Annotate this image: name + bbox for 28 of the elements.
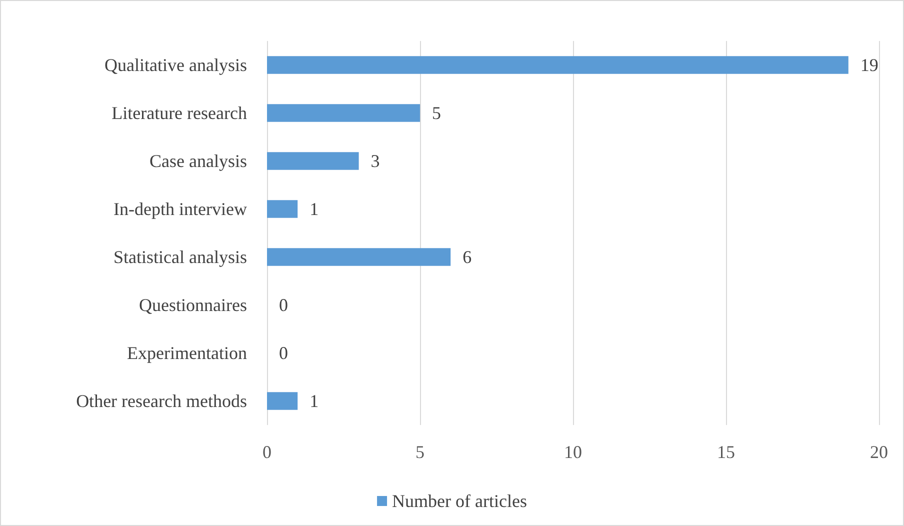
data-label: 3: [370, 151, 380, 171]
data-label: 19: [860, 55, 878, 75]
bar: [267, 200, 298, 218]
x-tick-label: 0: [262, 442, 272, 462]
bar: [267, 56, 848, 74]
data-label: 6: [462, 247, 472, 267]
x-tick-label: 10: [564, 442, 582, 462]
x-tick-label: 5: [416, 442, 424, 462]
data-label: 5: [432, 103, 441, 123]
y-tick-label: Statistical analysis: [114, 247, 247, 267]
bar: [267, 392, 298, 410]
x-tick-label: 15: [717, 442, 735, 462]
x-tick-label: 20: [870, 442, 888, 462]
data-label: 1: [310, 391, 319, 411]
y-tick-label: Experimentation: [127, 343, 247, 363]
bar: [267, 152, 359, 170]
y-tick-label: Questionnaires: [139, 295, 247, 315]
y-tick-label: Literature research: [112, 103, 247, 123]
data-label: 0: [279, 295, 288, 315]
bar: [267, 104, 420, 122]
data-label: 1: [310, 199, 319, 219]
data-label: 0: [279, 343, 288, 363]
y-tick-label: In-depth interview: [114, 199, 247, 219]
y-tick-label: Qualitative analysis: [104, 55, 247, 75]
bar: [267, 248, 451, 266]
legend-label: Number of articles: [392, 491, 527, 511]
y-tick-label: Case analysis: [150, 151, 247, 171]
y-tick-label: Other research methods: [76, 391, 247, 411]
